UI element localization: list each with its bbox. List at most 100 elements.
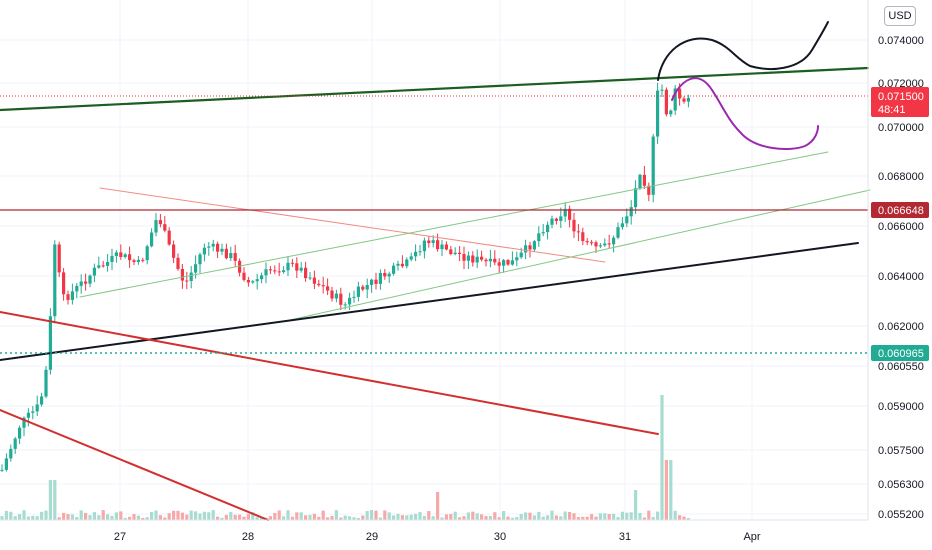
volume-bar — [669, 460, 673, 520]
volume-bar — [163, 517, 167, 520]
volume-bar — [185, 514, 189, 520]
candle-body — [207, 246, 211, 248]
candle-body — [541, 232, 545, 234]
candle-body — [189, 272, 193, 281]
candle-body — [546, 224, 550, 233]
volume-bar — [251, 512, 255, 520]
y-tick: 0.055200 — [878, 509, 924, 521]
candle-body — [409, 256, 413, 260]
candle-body — [35, 404, 39, 412]
price-badge-0.066648: 0.066648 — [871, 202, 929, 218]
candle-body — [66, 294, 70, 300]
candle-body — [449, 249, 453, 255]
volume-bar — [497, 517, 501, 520]
candle-body — [22, 417, 26, 428]
candle-body — [581, 232, 585, 242]
volume-bar — [581, 516, 585, 520]
volume-bar — [255, 517, 259, 520]
volume-bar — [365, 511, 369, 520]
volume-bar — [123, 517, 127, 520]
volume-bar — [405, 515, 409, 520]
volume-bar — [334, 510, 338, 520]
candle-body — [506, 260, 510, 265]
candle-body — [334, 293, 338, 299]
candle-body — [260, 275, 264, 280]
volume-bar — [321, 510, 325, 520]
volume-bar — [466, 512, 470, 520]
candle-body — [616, 227, 620, 238]
volume-bar — [53, 480, 57, 520]
candle-body — [400, 263, 404, 267]
volume-bar — [449, 514, 453, 520]
volume-bar — [224, 514, 228, 520]
candle-body — [277, 271, 281, 273]
volume-bar — [554, 515, 558, 520]
volume-bar — [62, 512, 66, 520]
y-tick: 0.068000 — [878, 171, 924, 183]
volume-bar — [400, 515, 404, 520]
candle-body — [444, 244, 448, 250]
volume-bar — [484, 516, 488, 520]
volume-bar — [97, 515, 101, 520]
candle-body — [686, 97, 690, 102]
candle-body — [150, 232, 154, 247]
candle-body — [458, 252, 462, 254]
candle-body — [317, 283, 321, 286]
volume-bar — [422, 515, 426, 520]
volume-bar — [242, 516, 246, 520]
price-badge-0.060965: 0.060965 — [871, 345, 929, 361]
candle-body — [642, 174, 646, 186]
volume-bar — [141, 517, 145, 520]
candle-body — [436, 240, 440, 250]
volume-bar — [541, 516, 545, 520]
volume-bar — [66, 514, 70, 520]
volume-bar — [106, 514, 110, 520]
volume-bar — [114, 512, 118, 520]
green-resistance-line — [0, 66, 870, 112]
candle-body — [75, 285, 79, 292]
volume-bar — [57, 517, 61, 520]
candle-body — [216, 243, 220, 252]
volume-bar — [172, 510, 176, 520]
volume-bar — [238, 514, 242, 520]
y-tick: 0.057500 — [878, 445, 924, 457]
candle-body — [620, 223, 624, 228]
y-tick: 0.062000 — [878, 321, 924, 333]
volume-bar — [194, 511, 198, 520]
volume-bar — [158, 515, 162, 520]
candle-body — [550, 218, 554, 225]
candle-body — [418, 251, 422, 253]
x-tick: 30 — [494, 531, 506, 543]
volume-bar — [559, 516, 563, 520]
candle-body — [678, 88, 682, 99]
candle-body — [141, 259, 145, 261]
currency-button[interactable]: USD — [884, 6, 916, 26]
volume-bar — [383, 510, 387, 520]
volume-bar — [31, 515, 35, 520]
drawings — [0, 21, 871, 521]
purple-projection-curve — [671, 77, 819, 151]
volume-bar — [673, 510, 677, 520]
volume-bar — [396, 513, 400, 520]
volume-bar — [603, 513, 607, 520]
volume-bar — [304, 515, 308, 520]
candle-body — [158, 220, 162, 225]
candle-body — [132, 260, 136, 262]
grid — [0, 0, 868, 520]
black-support-line — [0, 242, 859, 361]
candle-body — [629, 207, 633, 217]
candle-body — [233, 253, 237, 261]
volume-bar — [409, 514, 413, 520]
volume-bar — [607, 513, 611, 520]
candle-body — [18, 427, 22, 439]
candle-body — [405, 259, 409, 267]
volume-bar — [625, 512, 629, 520]
candle-body — [568, 208, 572, 220]
candle-body — [211, 243, 215, 247]
candle-body — [656, 90, 660, 137]
volume-bar — [678, 515, 682, 520]
candle-body — [651, 136, 655, 195]
candle-body — [154, 220, 158, 233]
volume-bar — [537, 511, 541, 520]
